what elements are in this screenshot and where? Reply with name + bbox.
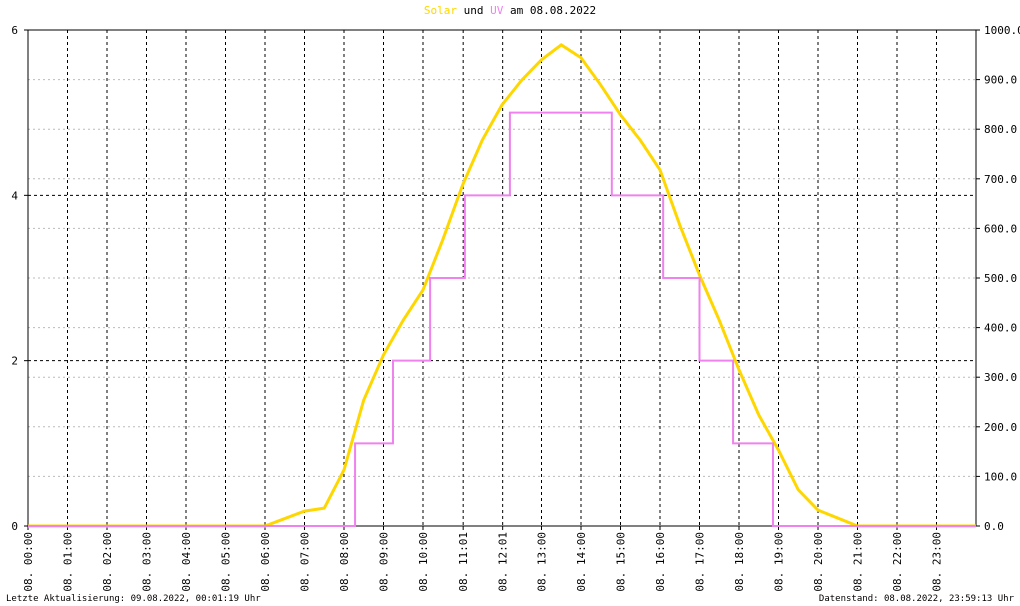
x-tick-label: 08. 07:00 [299, 532, 312, 592]
y2-tick-label: 200.0 [984, 421, 1017, 434]
x-tick-label: 08. 19:00 [773, 532, 786, 592]
chart-title: Solar und UV am 08.08.2022 [424, 4, 596, 17]
x-tick-label: 08. 15:00 [615, 532, 628, 592]
y-tick-label: 6 [11, 24, 18, 37]
series-line [28, 111, 976, 527]
x-tick-label: 08. 18:00 [733, 532, 746, 592]
y2-tick-label: 300.0 [984, 371, 1017, 384]
x-tick-label: 08. 03:00 [141, 532, 154, 592]
y2-tick-label: 600.0 [984, 222, 1017, 235]
series-line [28, 43, 976, 528]
y-tick-label: 4 [11, 189, 18, 202]
x-tick-label: 08. 02:00 [101, 532, 114, 592]
y2-tick-label: 400.0 [984, 322, 1017, 335]
title-solar: Solar [424, 4, 457, 17]
title-joiner: und [464, 4, 484, 17]
y2-tick-label: 100.0 [984, 470, 1017, 483]
x-tick-label: 08. 12:01 [497, 532, 510, 592]
y2-tick-label: 1000.0 [984, 24, 1020, 37]
y2-tick-label: 800.0 [984, 123, 1017, 136]
x-tick-label: 08. 14:00 [575, 532, 588, 592]
title-uv: UV [490, 4, 504, 17]
footer-right: Datenstand: 08.08.2022, 23:59:13 Uhr [819, 594, 1015, 604]
title-suffix: am 08.08.2022 [510, 4, 596, 17]
x-tick-label: 08. 13:00 [536, 532, 549, 592]
x-tick-label: 08. 00:00 [22, 532, 35, 592]
x-tick-label: 08. 04:00 [180, 532, 193, 592]
y-tick-label: 0 [11, 520, 18, 533]
x-tick-label: 08. 11:01 [457, 532, 470, 592]
x-tick-label: 08. 06:00 [259, 532, 272, 592]
x-tick-label: 08. 22:00 [891, 532, 904, 592]
x-tick-label: 08. 08:00 [338, 532, 351, 592]
x-tick-label: 08. 23:00 [931, 532, 944, 592]
footer-left: Letzte Aktualisierung: 09.08.2022, 00:01… [6, 594, 261, 604]
x-tick-label: 08. 20:00 [812, 532, 825, 592]
x-tick-label: 08. 01:00 [62, 532, 75, 592]
x-tick-label: 08. 21:00 [852, 532, 865, 592]
x-tick-label: 08. 16:00 [654, 532, 667, 592]
x-tick-label: 08. 10:00 [417, 532, 430, 592]
plot-frame [27, 29, 977, 527]
y2-tick-label: 500.0 [984, 272, 1017, 285]
y-tick-label: 2 [11, 355, 18, 368]
x-tick-label: 08. 09:00 [378, 532, 391, 592]
y2-tick-label: 700.0 [984, 173, 1017, 186]
y2-tick-label: 900.0 [984, 74, 1017, 87]
x-tick-label: 08. 17:00 [694, 532, 707, 592]
y2-tick-label: 0.0 [984, 520, 1004, 533]
x-tick-label: 08. 05:00 [220, 532, 233, 592]
